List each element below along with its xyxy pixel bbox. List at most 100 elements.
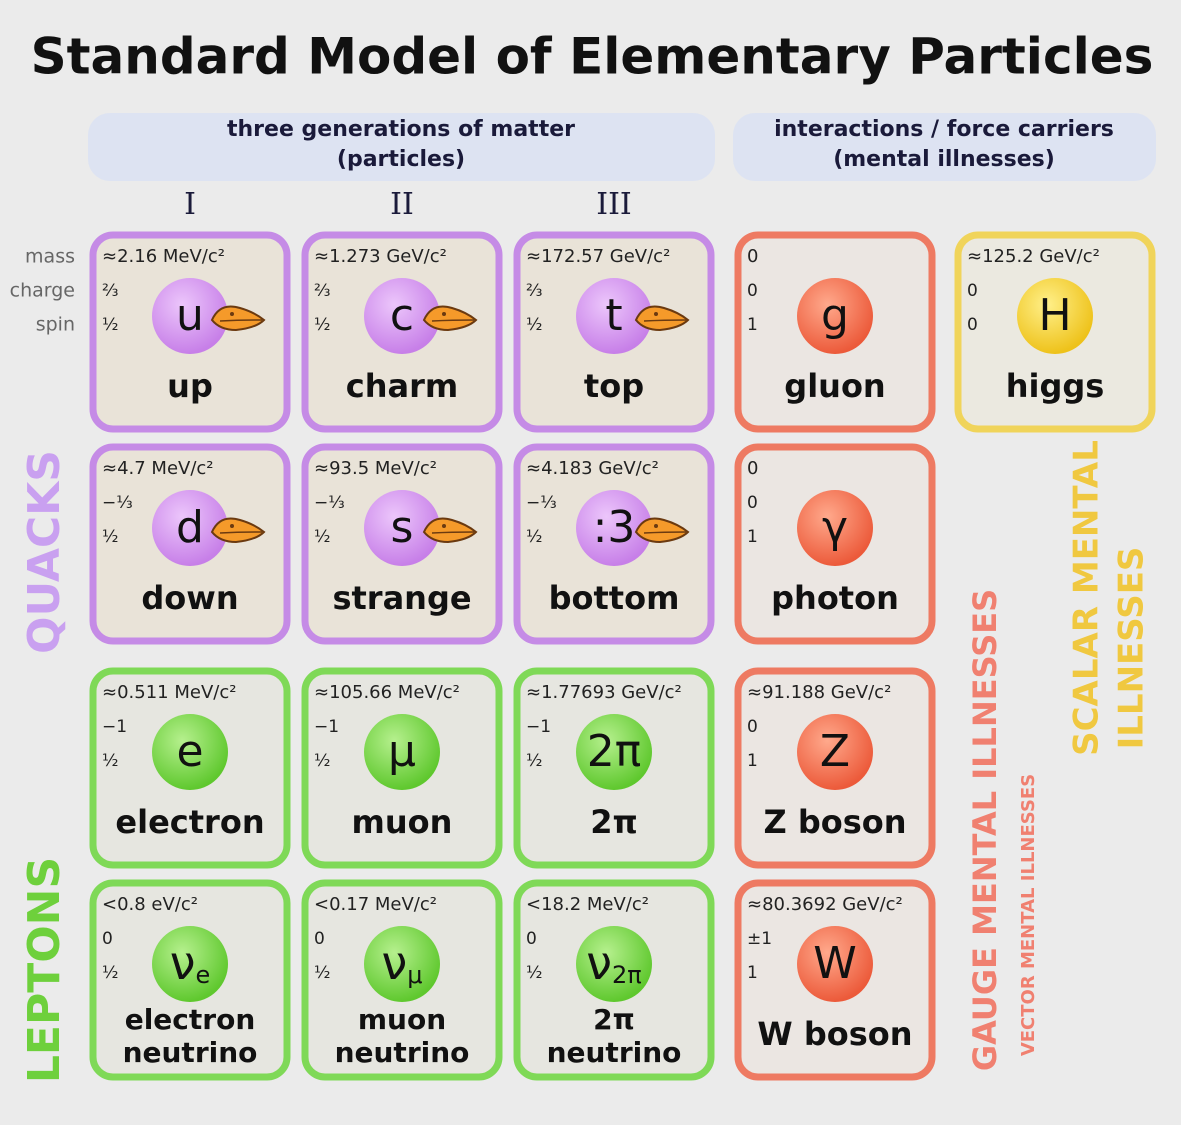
beak [422, 517, 478, 544]
beak-line [219, 531, 263, 534]
particle-name: top [584, 367, 644, 405]
header-pill [733, 113, 1156, 181]
charge: −⅓ [314, 493, 345, 513]
spin: 1 [747, 315, 758, 335]
particle-card: ≈4.183 GeV/c² −⅓ ½:3 bottom [513, 443, 715, 645]
title: Standard Model of Elementary Particles [31, 28, 1154, 86]
mass: 0 [747, 246, 758, 267]
symbol: :3 [593, 502, 636, 553]
beak-line [431, 531, 475, 534]
beak [422, 305, 478, 332]
particle-card: 0 0 1 g gluon [734, 231, 936, 433]
generation: I [184, 187, 196, 222]
symbol-subscript: μ [407, 961, 422, 989]
particle-circle [364, 926, 440, 1002]
symbol: W [813, 938, 857, 989]
mass: ≈1.77693 GeV/c² [526, 682, 682, 703]
particle-name: electron [115, 803, 264, 841]
symbol-subscript: 2π [612, 961, 642, 989]
beak [210, 305, 266, 332]
group-label: LEPTONS [19, 857, 70, 1083]
spin: 1 [747, 751, 758, 771]
particle-circle [576, 926, 652, 1002]
duck-beak [210, 517, 266, 544]
particle-name: electron [125, 1003, 256, 1036]
header-pill [88, 113, 715, 181]
particle-card: ≈2.16 MeV/c² ⅔ ½ u up [89, 231, 291, 433]
mass: <18.2 MeV/c² [526, 894, 649, 915]
property-label: charge [10, 280, 75, 302]
symbol: νe [170, 936, 210, 990]
header: (particles) [337, 147, 465, 172]
particle-card: ≈105.66 MeV/c² −1 ½ μ muon [301, 667, 503, 869]
particle-circle [364, 490, 440, 566]
particle-name: up [167, 367, 213, 405]
charge: −1 [102, 717, 127, 737]
beak-line [219, 319, 263, 322]
particle-name: strange [332, 579, 471, 617]
symbol: H [1038, 290, 1071, 341]
mass: ≈0.511 MeV/c² [102, 682, 236, 703]
charge: 0 [967, 281, 978, 301]
beak [634, 517, 690, 544]
symbol: νμ [382, 936, 423, 990]
header: interactions / force carriers [774, 117, 1114, 142]
nostril [230, 524, 234, 528]
spin: ½ [102, 527, 118, 547]
mass: <0.17 MeV/c² [314, 894, 437, 915]
spin: ½ [526, 751, 542, 771]
beak-line [643, 531, 687, 534]
symbol: g [821, 290, 849, 341]
charge: 0 [747, 281, 758, 301]
particle-circle [152, 490, 228, 566]
particle-name: muon [352, 803, 453, 841]
particle-card: ≈1.273 GeV/c² ⅔ ½ c charm [301, 231, 503, 433]
charge: −1 [526, 717, 551, 737]
particle-circle [152, 714, 228, 790]
symbol-main: ν [382, 936, 408, 990]
property-label: mass [25, 246, 75, 268]
particle-card: ≈80.3692 GeV/c² ±1 1 W W boson [734, 879, 936, 1081]
particle-name: down [141, 579, 238, 617]
mass: ≈172.57 GeV/c² [526, 246, 670, 267]
spin: ½ [102, 315, 118, 335]
particle-name: 2π [593, 1003, 635, 1036]
group-label: SCALAR MENTAL [1067, 440, 1107, 756]
charge: −1 [314, 717, 339, 737]
symbol: t [605, 290, 622, 341]
group-label: ILLNESSES [1112, 547, 1152, 750]
symbol: 2π [587, 726, 641, 777]
particle-circle [364, 278, 440, 354]
charge: ⅔ [526, 281, 542, 301]
particle-name: 2π [590, 803, 638, 841]
mass: <0.8 eV/c² [102, 894, 198, 915]
particle-name: muon [358, 1003, 446, 1036]
spin: ½ [314, 315, 330, 335]
particle-circle [797, 490, 873, 566]
symbol: μ [388, 726, 416, 777]
particle-circle [797, 278, 873, 354]
particle-card: ≈0.511 MeV/c² −1 ½ e electron [89, 667, 291, 869]
particle-name: higgs [1006, 367, 1105, 405]
charge: 0 [747, 717, 758, 737]
nostril [654, 524, 658, 528]
mass: ≈80.3692 GeV/c² [747, 894, 903, 915]
charge: −⅓ [102, 493, 133, 513]
mass: ≈4.183 GeV/c² [526, 458, 659, 479]
spin: ½ [526, 527, 542, 547]
spin: 1 [747, 963, 758, 983]
charge: −⅓ [526, 493, 557, 513]
particle-name: photon [771, 579, 899, 617]
symbol-subscript: e [195, 961, 210, 989]
particle-circle [576, 490, 652, 566]
particle-circle [152, 278, 228, 354]
particle-circle [797, 926, 873, 1002]
duck-beak [634, 517, 690, 544]
beak-line [643, 319, 687, 322]
charge: ±1 [747, 929, 772, 949]
spin: ½ [526, 963, 542, 983]
duck-beak [422, 517, 478, 544]
symbol: u [176, 290, 204, 341]
